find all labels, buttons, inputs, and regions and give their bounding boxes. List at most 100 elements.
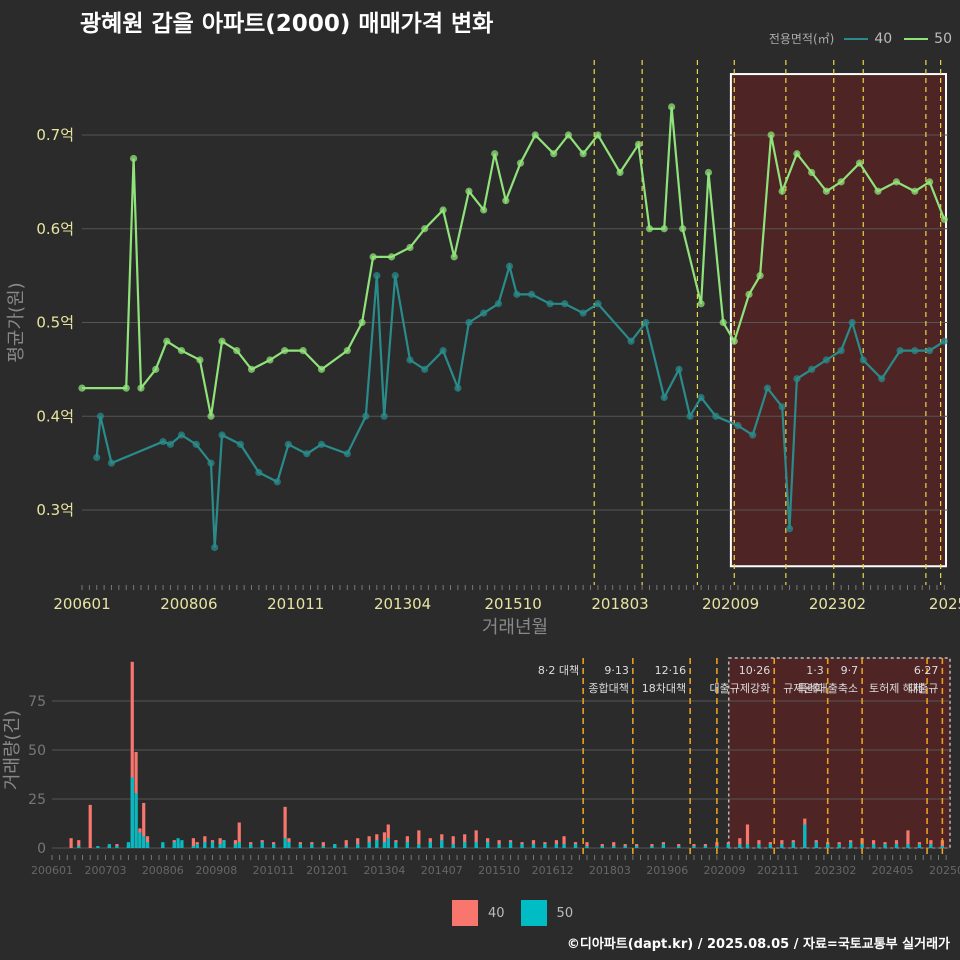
data-point-40 (561, 300, 569, 308)
bar-40 (382, 832, 387, 848)
policy-label: 6·27 (914, 664, 939, 677)
data-point-40 (896, 347, 904, 355)
bar-50 (780, 844, 784, 848)
data-point-40 (579, 309, 587, 317)
legend-label-50: 50 (934, 30, 952, 47)
bar-50 (826, 844, 830, 848)
data-point-50 (634, 140, 643, 148)
series-line-40 (95, 262, 945, 548)
data-point-40 (660, 393, 668, 402)
data-point-50 (281, 347, 289, 355)
data-point-50 (491, 150, 499, 158)
data-point-50 (679, 225, 687, 233)
bar-40 (612, 842, 616, 848)
bottom-highlight-box (727, 657, 951, 849)
policy-label: 9·13 (604, 664, 629, 677)
bar-40 (142, 802, 146, 848)
data-point-40 (284, 440, 292, 448)
data-point-40 (255, 468, 263, 477)
bar-40 (69, 838, 73, 848)
bar-50 (791, 842, 795, 848)
data-point-50 (793, 150, 801, 158)
bar-50 (757, 844, 761, 848)
data-point-50 (122, 384, 130, 392)
data-point-40 (362, 412, 370, 420)
legend-label-40: 40 (874, 30, 893, 47)
data-point-50 (450, 253, 458, 261)
data-point-40 (494, 300, 503, 308)
bar-40 (283, 806, 287, 848)
top-legend: 전용면적(㎡) 40 50 (769, 30, 952, 47)
bottom-x-tick-label: 202111 (757, 864, 799, 877)
data-point-50 (697, 300, 705, 308)
bar-40 (386, 824, 390, 848)
bar-50 (405, 842, 409, 848)
bar-40 (233, 840, 238, 848)
policy-label: 12·16 (655, 664, 687, 677)
data-point-50 (767, 131, 775, 139)
bar-50 (677, 846, 681, 848)
bar-50 (356, 844, 360, 848)
bottom-x-tick-label: 201803 (589, 864, 631, 877)
data-point-50 (152, 365, 160, 373)
bar-50 (195, 844, 199, 848)
bar-50 (543, 844, 547, 848)
bar-50 (837, 844, 841, 848)
bar-50 (394, 842, 398, 848)
bar-50 (344, 846, 348, 848)
data-point-40 (527, 290, 536, 298)
bar-40 (463, 834, 467, 848)
data-point-50 (531, 131, 539, 139)
bar-50 (894, 844, 899, 848)
bar-50 (726, 844, 730, 848)
bar-50 (310, 844, 314, 848)
data-point-50 (218, 337, 226, 345)
bar-50 (107, 844, 111, 848)
bar-50 (917, 844, 922, 848)
bottom-x-tick-label: 201407 (421, 864, 463, 877)
highlight-box (729, 73, 947, 568)
bar-50 (222, 840, 226, 848)
bar-40 (191, 838, 195, 848)
data-point-50 (247, 365, 256, 373)
x-tick-label: 200601 (53, 595, 110, 613)
data-point-50 (837, 178, 845, 186)
bar-40 (497, 840, 501, 848)
y-tick-label: 0.6억 (36, 220, 74, 238)
data-point-50 (925, 178, 934, 186)
data-point-50 (874, 187, 882, 195)
data-point-50 (579, 150, 587, 158)
data-point-40 (878, 375, 886, 383)
data-point-40 (808, 365, 816, 373)
data-point-50 (645, 225, 654, 233)
data-point-40 (454, 384, 462, 392)
data-point-40 (236, 440, 245, 448)
bar-40 (218, 838, 222, 848)
bar-40 (940, 840, 944, 848)
bar-50 (703, 846, 708, 848)
x-tick-label: 201304 (374, 595, 431, 613)
bottom-x-tick-label: 202302 (814, 864, 856, 877)
x-tick-label: 201510 (485, 595, 542, 613)
policy-sublabel: 18차대책 (642, 682, 686, 695)
data-point-50 (616, 168, 624, 177)
data-point-50 (892, 178, 901, 186)
data-point-50 (439, 206, 447, 214)
bottom-y-tick-label: 25 (28, 792, 46, 808)
legend-swatch-40 (844, 37, 869, 40)
bar-50 (860, 844, 864, 848)
bottom-x-tick-label: 202009 (704, 864, 746, 877)
data-point-40 (712, 412, 720, 420)
bottom-x-tick-label: 201201 (306, 864, 348, 877)
bar-50 (77, 846, 81, 848)
bottom-x-tick-label: 200601 (31, 864, 73, 877)
bar-40 (745, 824, 750, 848)
y-axis-title: 평균가(원) (6, 282, 27, 362)
data-point-40 (837, 347, 845, 355)
data-point-40 (785, 525, 794, 533)
bar-40 (451, 836, 455, 848)
bar-50 (386, 838, 390, 848)
bar-50 (635, 846, 639, 848)
data-point-40 (159, 437, 167, 446)
bar-50 (237, 842, 241, 848)
